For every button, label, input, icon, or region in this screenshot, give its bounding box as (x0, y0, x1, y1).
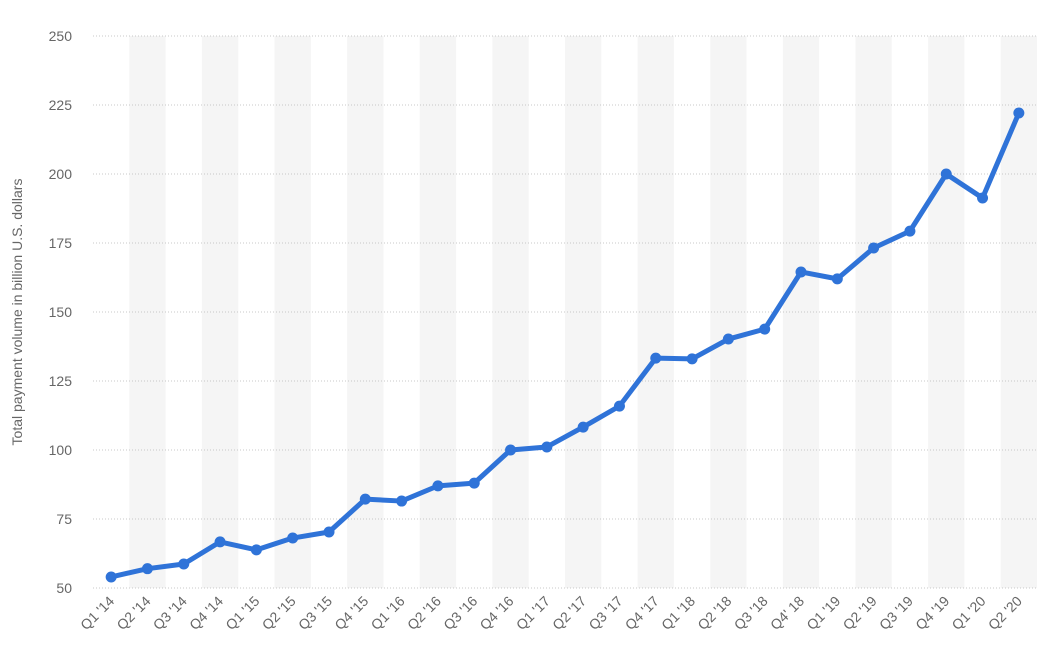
y-tick-label: 125 (49, 373, 73, 389)
y-tick-label: 250 (49, 28, 73, 44)
point (323, 526, 335, 538)
band-shade (1000, 36, 1037, 588)
point (396, 495, 408, 507)
x-tick-label: Q1 '16 (368, 593, 408, 633)
y-axis-label: Total payment volume in billion U.S. dol… (9, 179, 25, 446)
x-tick-label: Q2 '20 (985, 593, 1025, 633)
point (287, 532, 299, 544)
x-tick-label: Q2 '14 (113, 593, 153, 633)
x-tick-label: Q1 '15 (222, 593, 262, 633)
x-tick-label: Q4 '17 (622, 593, 662, 633)
band-shade (274, 36, 311, 588)
x-tick-label: Q2 '18 (694, 593, 734, 633)
x-tick-label: Q2 '17 (549, 593, 589, 633)
point (831, 273, 843, 285)
band-shade (928, 36, 965, 588)
y-tick-label: 75 (56, 511, 72, 527)
x-tick-label: Q3 '18 (731, 593, 771, 633)
y-tick-label: 150 (49, 304, 73, 320)
point (250, 544, 262, 556)
x-tick-label: Q3 '16 (440, 593, 480, 633)
point (868, 242, 880, 254)
y-tick-label: 225 (49, 97, 73, 113)
point (505, 444, 517, 456)
y-tick-label: 50 (56, 580, 72, 596)
point (214, 536, 226, 548)
point (722, 333, 734, 345)
point (577, 421, 589, 433)
point (613, 400, 625, 412)
y-tick-label: 100 (49, 442, 73, 458)
point (468, 477, 480, 489)
x-tick-label: Q3 '17 (585, 593, 625, 633)
point (432, 480, 444, 492)
point (795, 266, 807, 278)
point (686, 353, 698, 365)
x-tick-label: Q1 '17 (513, 593, 553, 633)
band-shade (565, 36, 602, 588)
point (141, 563, 153, 575)
x-tick-label: Q2 '16 (404, 593, 444, 633)
point (1013, 107, 1025, 119)
point (541, 441, 553, 453)
point (759, 323, 771, 335)
x-tick-label: Q2 '19 (840, 593, 880, 633)
x-tick-label: Q1 '14 (77, 593, 117, 633)
x-tick-label: Q4 '16 (476, 593, 516, 633)
x-tick-label: Q3 '14 (150, 593, 190, 633)
point (904, 225, 916, 237)
point (359, 493, 371, 505)
x-tick-label: Q4' 18 (767, 593, 807, 633)
band-shade (710, 36, 747, 588)
x-tick-label: Q3 '19 (876, 593, 916, 633)
point (977, 192, 989, 204)
line (110, 112, 1022, 580)
x-tick-label: Q2 '15 (259, 593, 299, 633)
x-tick-label: Q4 '15 (331, 593, 371, 633)
point (105, 571, 117, 583)
x-tick-label: Q4 '19 (912, 593, 952, 633)
x-tick-label: Q4 '14 (186, 593, 226, 633)
y-tick-label: 200 (49, 166, 73, 182)
band-shade (637, 36, 674, 588)
x-tick-label: Q1 '20 (948, 593, 988, 633)
x-tick-label: Q1 '19 (803, 593, 843, 633)
x-tick-label: Q1 '18 (658, 593, 698, 633)
y-tick-label: 175 (49, 235, 73, 251)
point (940, 168, 952, 180)
x-tick-label: Q3 '15 (295, 593, 335, 633)
point (178, 558, 190, 570)
point (650, 352, 662, 364)
